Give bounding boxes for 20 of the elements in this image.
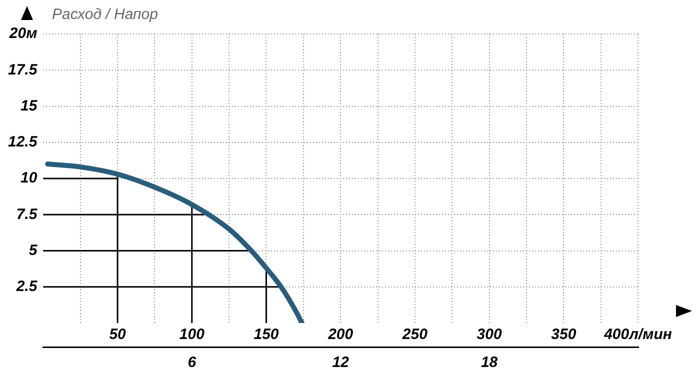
x2-tick-label: 18 (480, 354, 498, 372)
x-tick-label: 50 (109, 326, 127, 344)
chart-title: Расход / Напор (52, 6, 158, 23)
x-tick-label: 100 (179, 326, 206, 344)
x-tick-label: 250 (401, 326, 428, 344)
y-tick-label: 15 (20, 97, 38, 114)
y-tick-label: 20м (8, 25, 38, 42)
x-tick-label: 350 (551, 326, 577, 344)
x-tick-label: 400л/мин (603, 326, 672, 344)
y-tick-label: 17.5 (8, 61, 38, 78)
x2-tick-label: 12 (332, 354, 350, 372)
x-tick-label: 300 (476, 326, 502, 344)
y-tick-label: 12.5 (8, 134, 38, 151)
x-tick-label: 200 (327, 326, 354, 344)
y-tick-label: 5 (28, 242, 38, 259)
x2-tick-label: 6 (188, 354, 197, 372)
x-tick-label: 150 (254, 326, 280, 344)
y-tick-label: 7.5 (16, 206, 38, 223)
y-tick-label: 2.5 (15, 278, 38, 296)
y-tick-label: 10 (20, 170, 38, 187)
